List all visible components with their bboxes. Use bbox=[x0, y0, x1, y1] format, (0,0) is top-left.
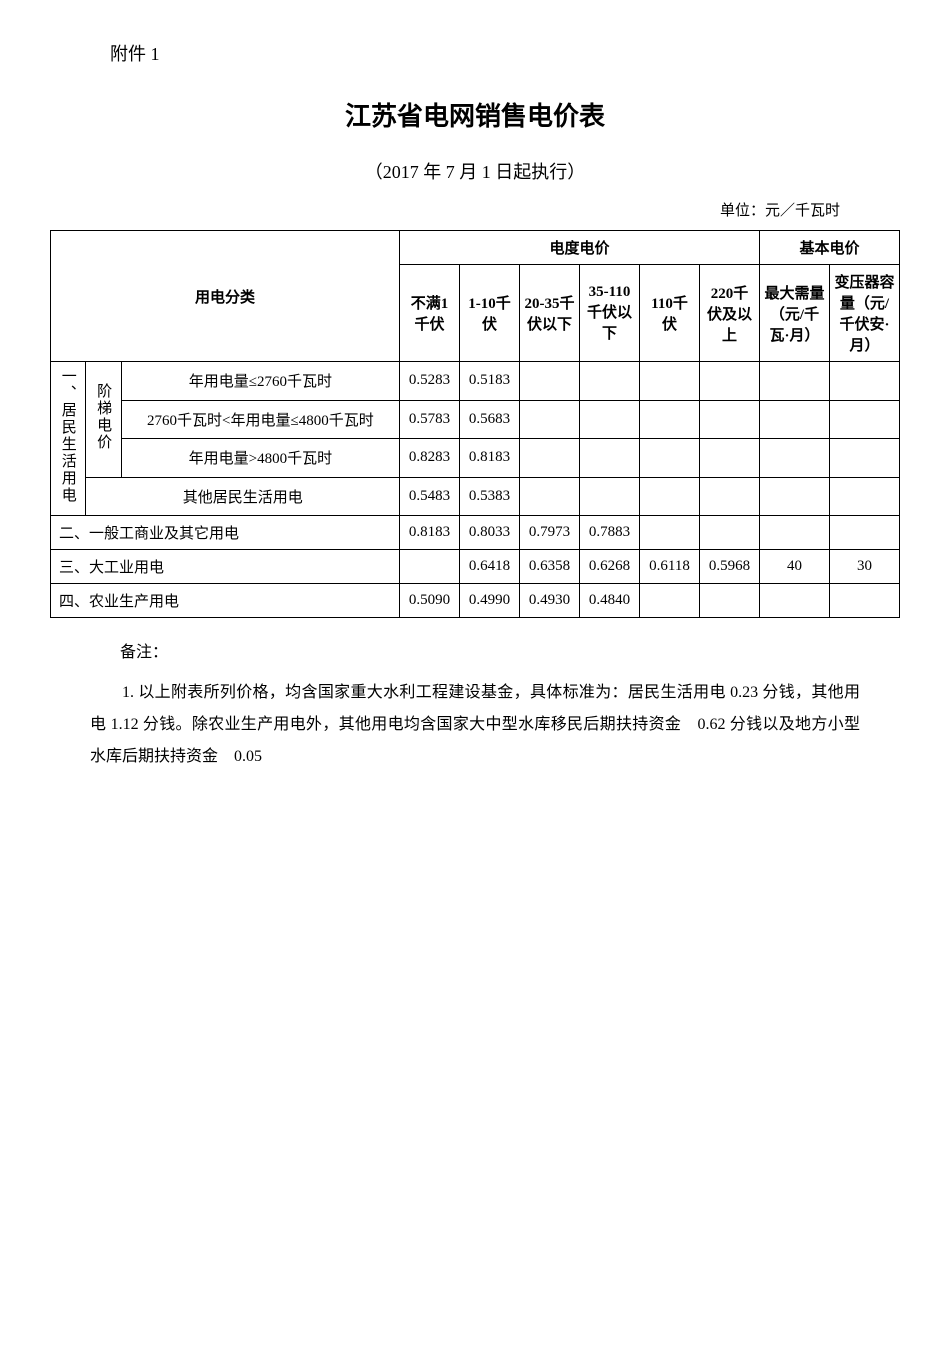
notes-label: 备注： bbox=[120, 638, 860, 662]
notes-section: 备注： 1. 以上附表所列价格，均含国家重大水利工程建设基金，具体标准为：居民生… bbox=[50, 638, 900, 773]
agricultural-v3: 0.4930 bbox=[520, 584, 580, 618]
agricultural-v2: 0.4990 bbox=[460, 584, 520, 618]
other-label: 其他居民生活用电 bbox=[86, 477, 400, 516]
residential-other-row: 其他居民生活用电 0.5483 0.5383 bbox=[51, 477, 900, 516]
other-v8 bbox=[830, 477, 900, 516]
tier2-v7 bbox=[760, 400, 830, 439]
tier3-v4 bbox=[580, 439, 640, 478]
tier2-v5 bbox=[640, 400, 700, 439]
other-v3 bbox=[520, 477, 580, 516]
agricultural-v1: 0.5090 bbox=[400, 584, 460, 618]
tier1-v1: 0.5283 bbox=[400, 362, 460, 401]
industrial-v2: 0.6418 bbox=[460, 550, 520, 584]
agricultural-v4: 0.4840 bbox=[580, 584, 640, 618]
agricultural-v6 bbox=[700, 584, 760, 618]
header-col8: 变压器容量（元/千伏安·月） bbox=[830, 265, 900, 362]
commercial-v2: 0.8033 bbox=[460, 516, 520, 550]
agricultural-row: 四、农业生产用电 0.5090 0.4990 0.4930 0.4840 bbox=[51, 584, 900, 618]
tier3-v2: 0.8183 bbox=[460, 439, 520, 478]
tier2-label: 2760千瓦时<年用电量≤4800千瓦时 bbox=[121, 400, 399, 439]
sub-title: （2017 年 7 月 1 日起执行） bbox=[50, 158, 900, 184]
header-basic-price: 基本电价 bbox=[760, 231, 900, 265]
other-v7 bbox=[760, 477, 830, 516]
tier1-v6 bbox=[700, 362, 760, 401]
tier1-v3 bbox=[520, 362, 580, 401]
other-v6 bbox=[700, 477, 760, 516]
industrial-v1 bbox=[400, 550, 460, 584]
commercial-row: 二、一般工商业及其它用电 0.8183 0.8033 0.7973 0.7883 bbox=[51, 516, 900, 550]
residential-cat-cell: 一、居民生活用电 bbox=[51, 362, 86, 516]
tier2-v2: 0.5683 bbox=[460, 400, 520, 439]
residential-tier2-row: 2760千瓦时<年用电量≤4800千瓦时 0.5783 0.5683 bbox=[51, 400, 900, 439]
tier3-v8 bbox=[830, 439, 900, 478]
tier1-v8 bbox=[830, 362, 900, 401]
residential-tier1-row: 一、居民生活用电 阶梯电价 年用电量≤2760千瓦时 0.5283 0.5183 bbox=[51, 362, 900, 401]
commercial-v7 bbox=[760, 516, 830, 550]
industrial-v6: 0.5968 bbox=[700, 550, 760, 584]
tier3-v1: 0.8283 bbox=[400, 439, 460, 478]
tier2-v3 bbox=[520, 400, 580, 439]
unit-label: 单位：元／千瓦时 bbox=[50, 199, 900, 220]
note-1: 1. 以上附表所列价格，均含国家重大水利工程建设基金，具体标准为：居民生活用电 … bbox=[90, 677, 860, 773]
tier2-v6 bbox=[700, 400, 760, 439]
tier1-label: 年用电量≤2760千瓦时 bbox=[121, 362, 399, 401]
industrial-row: 三、大工业用电 0.6418 0.6358 0.6268 0.6118 0.59… bbox=[51, 550, 900, 584]
industrial-v3: 0.6358 bbox=[520, 550, 580, 584]
other-v2: 0.5383 bbox=[460, 477, 520, 516]
commercial-v1: 0.8183 bbox=[400, 516, 460, 550]
other-v5 bbox=[640, 477, 700, 516]
tier3-v5 bbox=[640, 439, 700, 478]
residential-tier3-row: 年用电量>4800千瓦时 0.8283 0.8183 bbox=[51, 439, 900, 478]
commercial-v3: 0.7973 bbox=[520, 516, 580, 550]
tier3-v7 bbox=[760, 439, 830, 478]
attachment-label: 附件 1 bbox=[110, 40, 900, 66]
main-title: 江苏省电网销售电价表 bbox=[50, 96, 900, 133]
commercial-v4: 0.7883 bbox=[580, 516, 640, 550]
residential-tier-cell: 阶梯电价 bbox=[86, 362, 121, 478]
tier1-v4 bbox=[580, 362, 640, 401]
header-col5: 110千伏 bbox=[640, 265, 700, 362]
commercial-v5 bbox=[640, 516, 700, 550]
industrial-v8: 30 bbox=[830, 550, 900, 584]
header-row-1: 用电分类 电度电价 基本电价 bbox=[51, 231, 900, 265]
agricultural-v7 bbox=[760, 584, 830, 618]
industrial-v4: 0.6268 bbox=[580, 550, 640, 584]
header-category: 用电分类 bbox=[51, 231, 400, 362]
commercial-label: 二、一般工商业及其它用电 bbox=[51, 516, 400, 550]
header-col7: 最大需量（元/千瓦·月） bbox=[760, 265, 830, 362]
industrial-label: 三、大工业用电 bbox=[51, 550, 400, 584]
price-table: 用电分类 电度电价 基本电价 不满1千伏 1-10千伏 20-35千伏以下 35… bbox=[50, 230, 900, 618]
commercial-v8 bbox=[830, 516, 900, 550]
header-col3: 20-35千伏以下 bbox=[520, 265, 580, 362]
tier1-v7 bbox=[760, 362, 830, 401]
tier1-v5 bbox=[640, 362, 700, 401]
tier3-v3 bbox=[520, 439, 580, 478]
other-v1: 0.5483 bbox=[400, 477, 460, 516]
header-col1: 不满1千伏 bbox=[400, 265, 460, 362]
industrial-v5: 0.6118 bbox=[640, 550, 700, 584]
tier2-v1: 0.5783 bbox=[400, 400, 460, 439]
commercial-v6 bbox=[700, 516, 760, 550]
agricultural-label: 四、农业生产用电 bbox=[51, 584, 400, 618]
tier3-label: 年用电量>4800千瓦时 bbox=[121, 439, 399, 478]
header-col2: 1-10千伏 bbox=[460, 265, 520, 362]
header-meter-price: 电度电价 bbox=[400, 231, 760, 265]
agricultural-v8 bbox=[830, 584, 900, 618]
tier2-v4 bbox=[580, 400, 640, 439]
header-col4: 35-110千伏以下 bbox=[580, 265, 640, 362]
other-v4 bbox=[580, 477, 640, 516]
industrial-v7: 40 bbox=[760, 550, 830, 584]
tier1-v2: 0.5183 bbox=[460, 362, 520, 401]
agricultural-v5 bbox=[640, 584, 700, 618]
tier2-v8 bbox=[830, 400, 900, 439]
header-col6: 220千伏及以上 bbox=[700, 265, 760, 362]
tier3-v6 bbox=[700, 439, 760, 478]
